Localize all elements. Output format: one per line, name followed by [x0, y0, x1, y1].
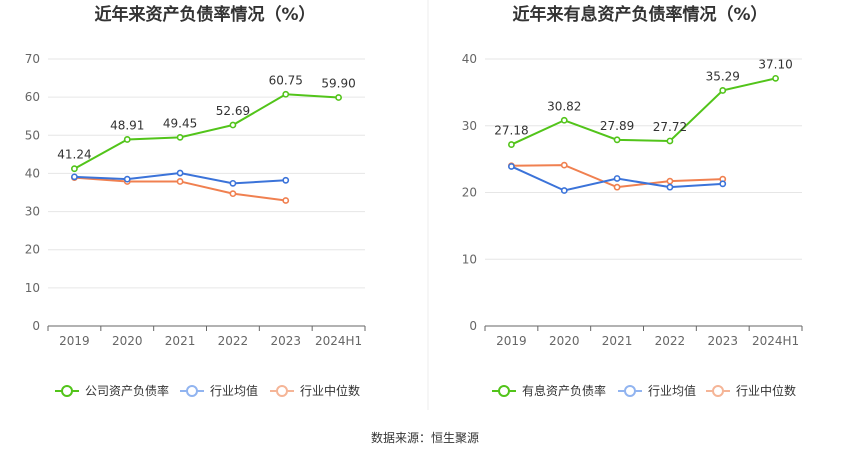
data-point [282, 90, 290, 98]
legend-swatch-marker [712, 385, 724, 397]
y-tick-label: 0 [32, 319, 40, 333]
data-point [613, 136, 621, 144]
data-point [229, 121, 237, 129]
debt-ratio-chart: 近年来资产负债率情况（%） 0 10 20 30 40 50 60 70 2019 2020 202… [25, 4, 366, 398]
legend-label: 行业均值 [648, 383, 696, 398]
legend-item[interactable]: 行业均值 [618, 383, 696, 398]
data-label: 60.75 [269, 73, 303, 87]
legend-swatch-marker [624, 385, 636, 397]
x-tick-label: 2019 [59, 334, 90, 348]
data-point [123, 175, 131, 183]
legend-swatch-marker [186, 385, 198, 397]
x-tick-label: 2019 [496, 334, 527, 348]
data-point [508, 163, 515, 170]
y-tick-label: 20 [25, 243, 40, 257]
y-tick-label: 70 [25, 52, 40, 66]
legend-item[interactable]: 行业中位数 [270, 383, 360, 398]
data-point [560, 161, 568, 169]
y-tick-label: 60 [25, 90, 40, 104]
data-label: 27.89 [600, 119, 634, 133]
interest-bearing-debt-ratio-chart: 近年来有息资产负债率情况（%） 0 10 20 30 40 2019 2020 2021 202… [462, 4, 803, 398]
data-label: 35.29 [706, 69, 740, 83]
data-point [560, 116, 568, 124]
data-point [335, 94, 342, 101]
data-label: 27.18 [494, 124, 528, 138]
legend-label: 行业中位数 [300, 383, 360, 398]
data-label: 48.91 [110, 118, 144, 132]
series-line [510, 77, 776, 146]
data-point [71, 165, 78, 173]
x-tick-label: 2024H1 [315, 334, 362, 348]
data-point [229, 190, 237, 198]
x-tick-label: 2022 [655, 334, 686, 348]
x-tick-label: 2020 [112, 334, 143, 348]
data-label: 49.45 [163, 116, 197, 130]
x-tick-label: 2023 [707, 334, 738, 348]
data-point [282, 176, 290, 184]
legend-label: 行业中位数 [736, 383, 796, 398]
legend-item[interactable]: 行业中位数 [706, 383, 796, 398]
x-tick-label: 2023 [270, 334, 301, 348]
data-label: 52.69 [216, 104, 250, 118]
data-point [719, 180, 727, 188]
legend-label: 行业均值 [210, 383, 258, 398]
data-point [123, 136, 131, 143]
y-tick-label: 40 [25, 166, 40, 180]
y-tick-label: 0 [469, 319, 477, 333]
y-tick-label: 40 [462, 52, 477, 66]
data-point [229, 179, 237, 187]
data-point [176, 178, 184, 185]
data-point [772, 74, 779, 82]
y-tick-label: 30 [462, 119, 477, 133]
data-point [176, 169, 184, 177]
legend-item[interactable]: 有息资产负债率 [492, 383, 606, 398]
y-tick-label: 30 [25, 205, 40, 219]
legend-item[interactable]: 公司资产负债率 [55, 383, 169, 398]
data-point [560, 187, 568, 194]
data-label: 30.82 [547, 99, 581, 113]
legend-swatch-marker [61, 385, 73, 397]
data-point [71, 173, 78, 181]
y-tick-label: 50 [25, 128, 40, 142]
x-tick-label: 2021 [602, 334, 633, 348]
data-point [282, 197, 290, 204]
x-tick-label: 2024H1 [752, 334, 799, 348]
x-tick-label: 2022 [218, 334, 249, 348]
legend-swatch-marker [276, 385, 288, 397]
chart-title: 近年来有息资产负债率情况（%） [512, 4, 767, 25]
data-label: 41.24 [57, 148, 91, 162]
data-point [666, 177, 674, 185]
x-tick-label: 2020 [549, 334, 580, 348]
legend-item[interactable]: 行业均值 [180, 383, 258, 398]
x-tick-label: 2021 [165, 334, 196, 348]
data-label: 27.72 [653, 120, 687, 134]
series-line [73, 93, 339, 170]
data-point [719, 87, 727, 94]
data-point [666, 137, 674, 145]
data-point [176, 133, 184, 141]
y-tick-label: 10 [25, 281, 40, 295]
data-point [613, 183, 621, 191]
legend-swatch-marker [498, 385, 510, 397]
y-tick-label: 20 [462, 186, 477, 200]
data-point [508, 141, 515, 148]
legend-label: 公司资产负债率 [85, 383, 169, 398]
data-label: 37.10 [758, 57, 792, 71]
data-label: 59.90 [321, 77, 355, 91]
data-source-note: 数据来源：恒生聚源 [371, 430, 479, 445]
chart-title: 近年来资产负债率情况（%） [94, 4, 315, 25]
y-tick-label: 10 [462, 252, 477, 266]
data-point [666, 183, 674, 191]
data-point [613, 175, 621, 182]
legend-label: 有息资产负债率 [522, 383, 606, 398]
